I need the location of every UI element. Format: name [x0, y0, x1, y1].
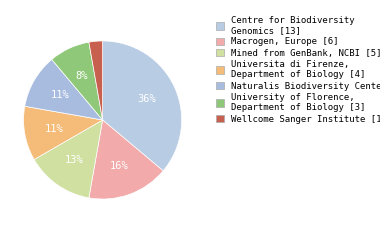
Text: 8%: 8% — [76, 71, 88, 81]
Wedge shape — [34, 120, 103, 198]
Text: 11%: 11% — [45, 124, 64, 133]
Wedge shape — [103, 41, 182, 171]
Wedge shape — [24, 106, 103, 160]
Text: 36%: 36% — [138, 94, 157, 104]
Wedge shape — [89, 120, 163, 199]
Text: 16%: 16% — [110, 161, 129, 171]
Text: 11%: 11% — [51, 90, 70, 101]
Legend: Centre for Biodiversity
Genomics [13], Macrogen, Europe [6], Mined from GenBank,: Centre for Biodiversity Genomics [13], M… — [216, 16, 380, 124]
Text: 13%: 13% — [65, 155, 84, 165]
Wedge shape — [25, 60, 103, 120]
Wedge shape — [89, 41, 103, 120]
Wedge shape — [52, 42, 103, 120]
